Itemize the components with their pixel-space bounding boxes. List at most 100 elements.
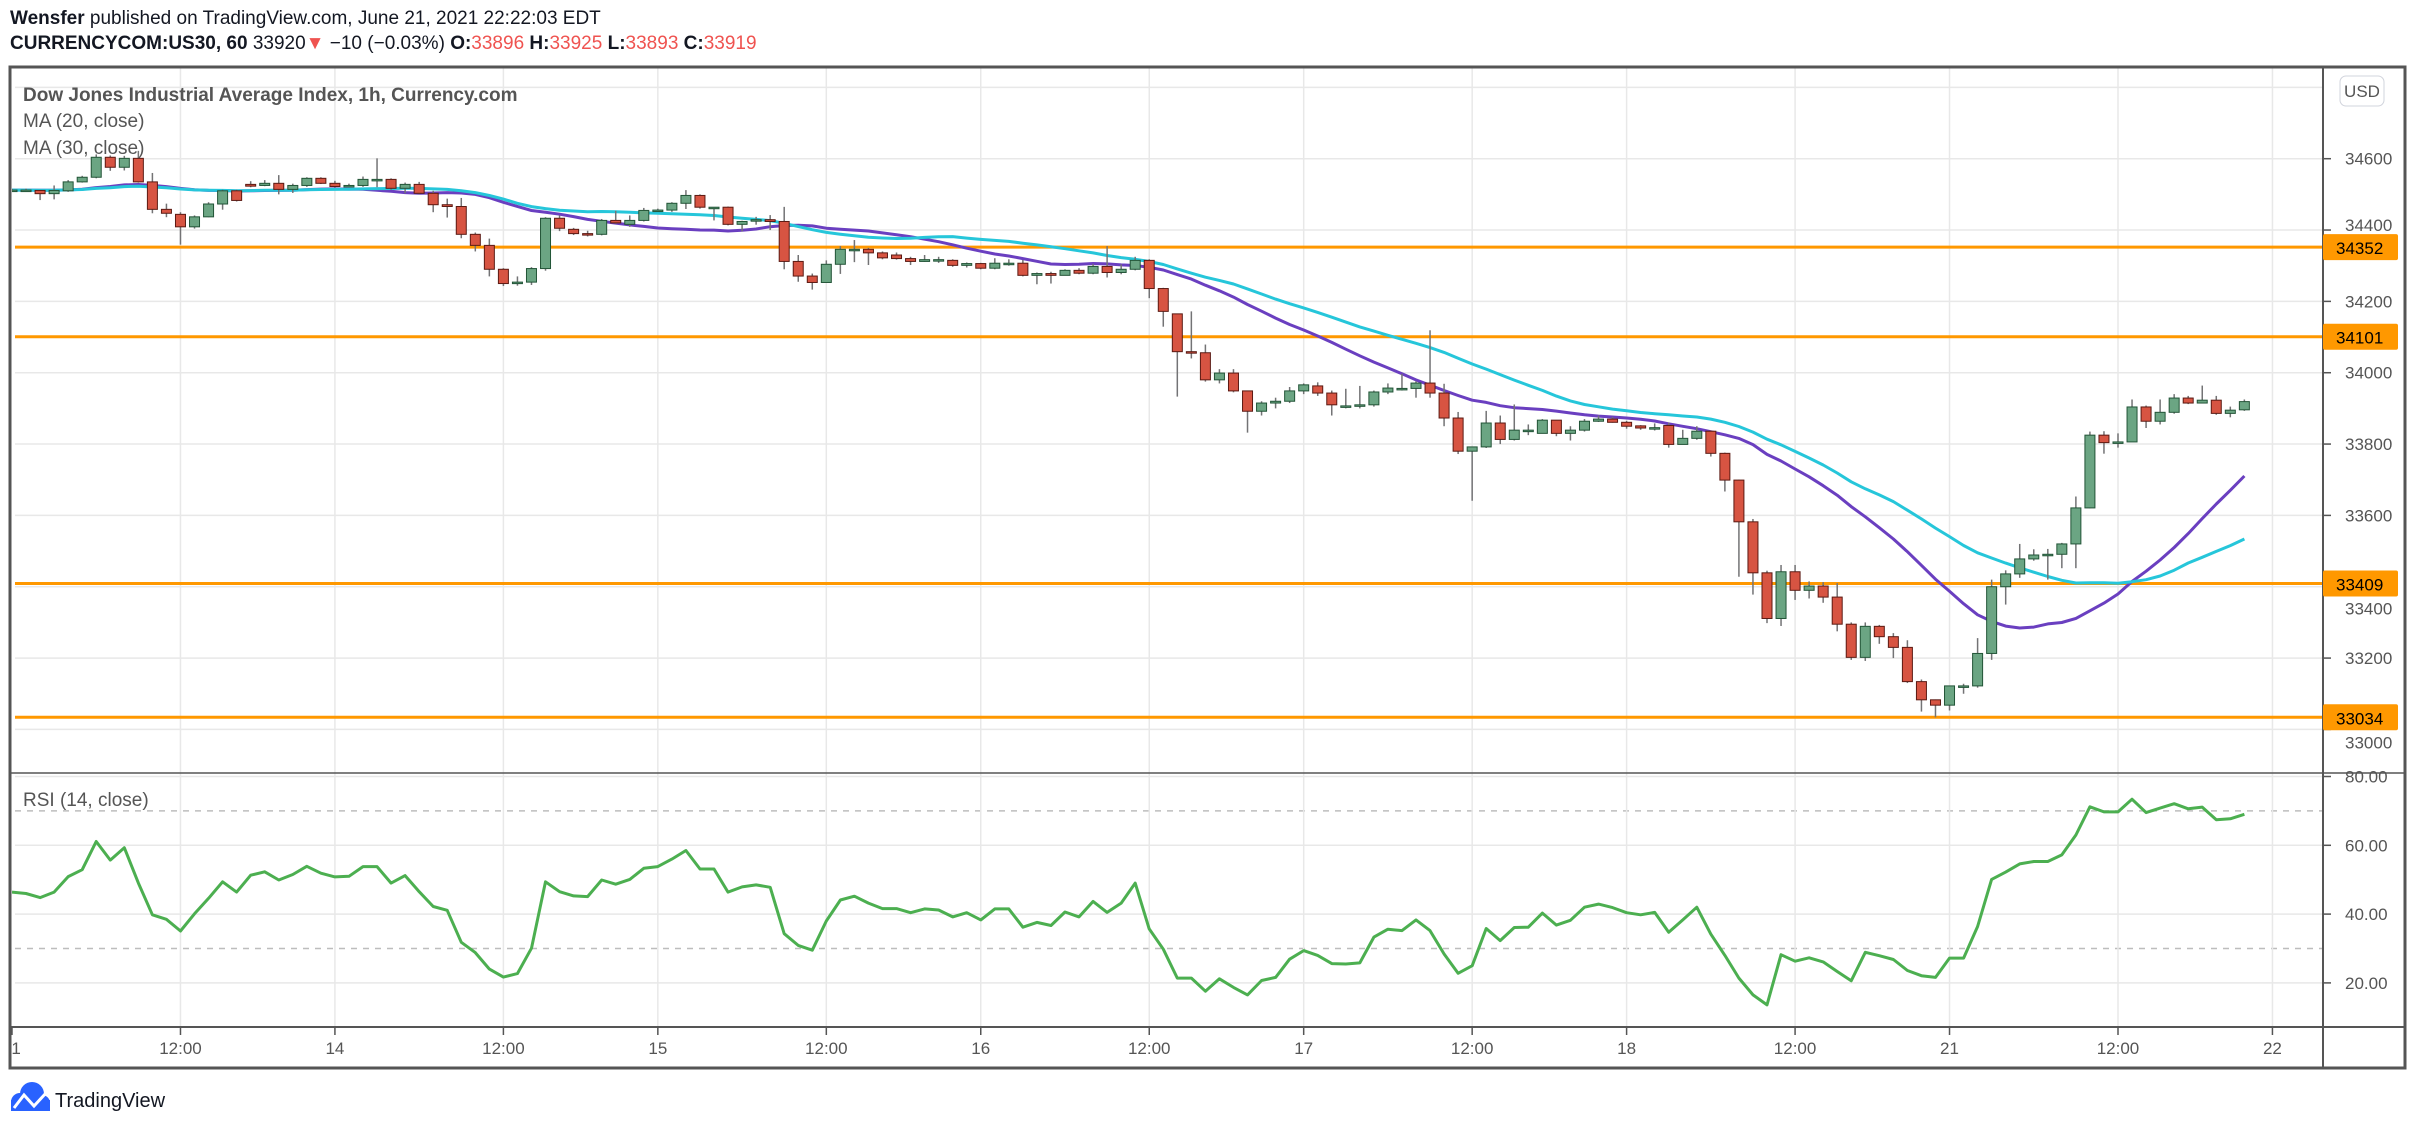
candle-body-up [2000, 573, 2012, 588]
candle-body-up [525, 268, 537, 283]
candle [2042, 548, 2054, 580]
candle [525, 267, 537, 285]
candle [820, 260, 832, 283]
candle-body-down [1185, 351, 1197, 354]
candle-body-up [1284, 390, 1296, 402]
candle-body-down [469, 233, 481, 246]
candle [666, 202, 678, 212]
time-axis[interactable]: 11 12:00 14 12:00 15 12:00 16 12:00 17 12:00 18 12:… [3, 1039, 2282, 1058]
candle [1256, 401, 1268, 416]
candle-body-down [483, 244, 495, 270]
candle-body-down [273, 182, 285, 190]
candle [947, 259, 959, 267]
candle-body-up [62, 181, 74, 192]
rsi-legend[interactable]: RSI (14, close) [23, 790, 149, 811]
candle [104, 155, 116, 171]
candle [1003, 259, 1015, 266]
candle-body-up [666, 202, 678, 211]
candle [2140, 405, 2152, 429]
candle-body-down [1101, 265, 1113, 273]
candle [1340, 388, 1352, 409]
candle [1213, 369, 1225, 384]
candle [1789, 564, 1801, 600]
ma30-legend[interactable]: MA (30, close) [23, 138, 144, 159]
candle [2000, 570, 2012, 605]
candle [1157, 287, 1169, 327]
candle-body-up [1803, 585, 1815, 591]
candle-body-down [1073, 269, 1085, 274]
candle-body-up [287, 184, 299, 190]
candle-body-down [2182, 397, 2194, 404]
candle [1312, 382, 1324, 396]
price-tick-label: 33400 [2345, 600, 2392, 619]
candle-body-down [1719, 452, 1731, 481]
candle-body-down [1705, 430, 1717, 454]
candle-body-up [1480, 422, 1492, 448]
candle-body-up [1270, 400, 1282, 404]
candle-body-up [1087, 265, 1099, 274]
candle-body-up [820, 263, 832, 283]
candle [1649, 423, 1661, 431]
candle-body-up [1564, 429, 1576, 434]
candle [1873, 624, 1885, 644]
candles [12, 150, 2250, 718]
candle [2028, 549, 2040, 561]
rsi-tick-label: 80.00 [2345, 768, 2388, 787]
candle [1635, 425, 1647, 430]
candle-body-up [736, 220, 748, 225]
candle-body-up [2238, 401, 2250, 411]
candle-body-up [933, 259, 945, 262]
candle [132, 150, 144, 183]
price-change: −10 (−0.03%) [329, 33, 445, 54]
candle-body-up [1578, 420, 1590, 431]
candle [2070, 496, 2082, 569]
price-tick-label: 34400 [2345, 216, 2392, 235]
candle [2154, 399, 2166, 425]
candle-body-up [2042, 553, 2054, 557]
candle [905, 256, 917, 265]
candle-body-down [554, 217, 566, 229]
candle-body-up [624, 219, 636, 225]
candle [1831, 583, 1843, 632]
rsi-tick-label: 20.00 [2345, 974, 2388, 993]
candle [174, 212, 186, 245]
candle [1593, 415, 1605, 422]
candle [511, 276, 523, 286]
candle-body-down [1143, 259, 1155, 290]
candle-body-up [989, 262, 1001, 269]
candle-body-up [1059, 269, 1071, 276]
candle [1986, 579, 1998, 660]
candle [1326, 390, 1338, 416]
candle-body-up [1522, 429, 1534, 433]
candle-body-down [315, 177, 327, 184]
candle [1803, 581, 1815, 599]
chart-title: Dow Jones Industrial Average Index, 1h, … [23, 85, 518, 106]
candle [1887, 633, 1899, 659]
candle-body-down [34, 189, 46, 195]
ma20-legend[interactable]: MA (20, close) [23, 111, 144, 132]
candle [1550, 419, 1562, 437]
candle-body-down [1789, 571, 1801, 591]
candle [652, 208, 664, 213]
candle [862, 247, 874, 265]
level-price-tag [2323, 323, 2398, 350]
candle-body-up [1649, 427, 1661, 430]
candle-body-up [638, 209, 650, 221]
candle-body-down [1242, 390, 1254, 412]
candle [1929, 699, 1941, 718]
candle [245, 181, 257, 188]
candle-body-down [568, 228, 580, 235]
candle-body-down [862, 248, 874, 254]
author-name[interactable]: Wensfer [10, 8, 85, 29]
currency-badge[interactable]: USD [2339, 75, 2385, 107]
candle-body-down [1607, 418, 1619, 423]
candle [764, 215, 776, 231]
candle [2084, 431, 2096, 509]
candle-body-down [455, 205, 467, 235]
candle [540, 217, 552, 271]
candle-body-down [441, 204, 453, 207]
candle-body-up [371, 178, 383, 182]
candle [357, 176, 369, 187]
candle [1607, 416, 1619, 423]
